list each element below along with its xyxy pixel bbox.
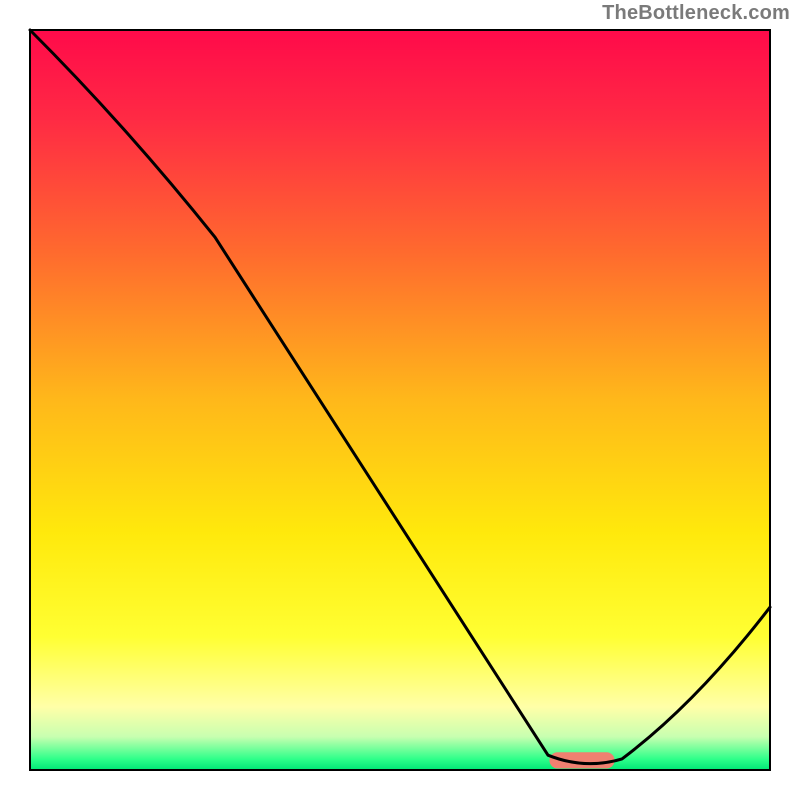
watermark-text: TheBottleneck.com [602,2,790,25]
plot-background [30,30,770,770]
bottleneck-curve-plot [0,0,800,800]
chart-container: { "watermark": { "text": "TheBottleneck.… [0,0,800,800]
